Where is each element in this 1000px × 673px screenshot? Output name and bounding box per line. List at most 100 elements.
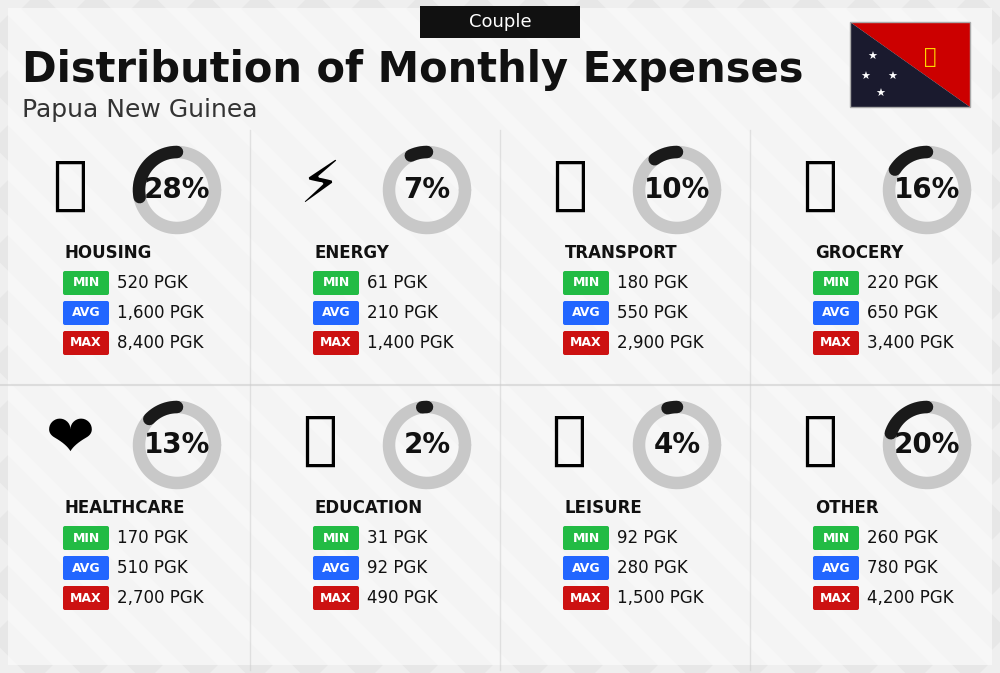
- FancyBboxPatch shape: [313, 271, 359, 295]
- Text: 13%: 13%: [144, 431, 210, 459]
- Text: 🛍️: 🛍️: [552, 411, 588, 468]
- Text: MIN: MIN: [72, 277, 100, 289]
- Text: MAX: MAX: [320, 592, 352, 604]
- FancyBboxPatch shape: [813, 331, 859, 355]
- Text: LEISURE: LEISURE: [565, 499, 643, 517]
- Polygon shape: [850, 22, 970, 107]
- Text: 92 PGK: 92 PGK: [367, 559, 427, 577]
- Text: ❤️: ❤️: [46, 411, 94, 468]
- Text: AVG: AVG: [322, 306, 350, 320]
- Text: 550 PGK: 550 PGK: [617, 304, 688, 322]
- Text: 92 PGK: 92 PGK: [617, 529, 677, 547]
- Text: 1,400 PGK: 1,400 PGK: [367, 334, 454, 352]
- Text: AVG: AVG: [322, 561, 350, 575]
- Text: AVG: AVG: [572, 561, 600, 575]
- Text: 1,600 PGK: 1,600 PGK: [117, 304, 204, 322]
- Text: 🛒: 🛒: [802, 157, 838, 213]
- Text: MAX: MAX: [70, 336, 102, 349]
- Text: 520 PGK: 520 PGK: [117, 274, 188, 292]
- FancyBboxPatch shape: [813, 301, 859, 325]
- Text: 2,900 PGK: 2,900 PGK: [617, 334, 704, 352]
- FancyBboxPatch shape: [313, 331, 359, 355]
- Text: HEALTHCARE: HEALTHCARE: [65, 499, 186, 517]
- FancyBboxPatch shape: [8, 8, 992, 665]
- Text: 61 PGK: 61 PGK: [367, 274, 427, 292]
- Text: AVG: AVG: [822, 561, 850, 575]
- FancyBboxPatch shape: [563, 586, 609, 610]
- FancyBboxPatch shape: [63, 301, 109, 325]
- FancyBboxPatch shape: [563, 526, 609, 550]
- Text: Couple: Couple: [469, 13, 531, 31]
- Text: Distribution of Monthly Expenses: Distribution of Monthly Expenses: [22, 49, 804, 91]
- Text: 28%: 28%: [144, 176, 210, 204]
- FancyBboxPatch shape: [63, 526, 109, 550]
- Text: 🏢: 🏢: [52, 157, 88, 213]
- Text: MIN: MIN: [572, 277, 600, 289]
- FancyBboxPatch shape: [563, 271, 609, 295]
- Text: GROCERY: GROCERY: [815, 244, 903, 262]
- Text: 210 PGK: 210 PGK: [367, 304, 438, 322]
- FancyBboxPatch shape: [63, 586, 109, 610]
- Text: 7%: 7%: [403, 176, 451, 204]
- Text: 8,400 PGK: 8,400 PGK: [117, 334, 204, 352]
- Text: 4%: 4%: [653, 431, 701, 459]
- Text: AVG: AVG: [72, 561, 100, 575]
- Text: MIN: MIN: [572, 532, 600, 544]
- Text: 2,700 PGK: 2,700 PGK: [117, 589, 204, 607]
- Text: ★: ★: [887, 72, 897, 82]
- Text: 🚌: 🚌: [552, 157, 588, 213]
- FancyBboxPatch shape: [63, 331, 109, 355]
- Text: TRANSPORT: TRANSPORT: [565, 244, 678, 262]
- Text: 🦅: 🦅: [924, 47, 936, 67]
- Text: 🎓: 🎓: [302, 411, 338, 468]
- Text: AVG: AVG: [572, 306, 600, 320]
- Text: 280 PGK: 280 PGK: [617, 559, 688, 577]
- Text: HOUSING: HOUSING: [65, 244, 152, 262]
- Text: 👜: 👜: [802, 411, 838, 468]
- FancyBboxPatch shape: [313, 556, 359, 580]
- Text: OTHER: OTHER: [815, 499, 879, 517]
- Text: AVG: AVG: [72, 306, 100, 320]
- Text: MAX: MAX: [320, 336, 352, 349]
- FancyBboxPatch shape: [813, 556, 859, 580]
- Text: 3,400 PGK: 3,400 PGK: [867, 334, 954, 352]
- Text: 20%: 20%: [894, 431, 960, 459]
- Text: 780 PGK: 780 PGK: [867, 559, 938, 577]
- Text: MAX: MAX: [820, 592, 852, 604]
- Text: 650 PGK: 650 PGK: [867, 304, 938, 322]
- Text: 170 PGK: 170 PGK: [117, 529, 188, 547]
- Text: 10%: 10%: [644, 176, 710, 204]
- Text: ENERGY: ENERGY: [315, 244, 390, 262]
- Text: MIN: MIN: [822, 277, 850, 289]
- Text: MAX: MAX: [70, 592, 102, 604]
- FancyBboxPatch shape: [313, 301, 359, 325]
- FancyBboxPatch shape: [313, 586, 359, 610]
- Text: 16%: 16%: [894, 176, 960, 204]
- Text: ⚡: ⚡: [300, 157, 340, 213]
- Text: ★: ★: [875, 89, 885, 99]
- FancyBboxPatch shape: [813, 271, 859, 295]
- Text: MAX: MAX: [570, 336, 602, 349]
- Text: ★: ★: [860, 72, 870, 82]
- Text: 2%: 2%: [403, 431, 451, 459]
- Text: 31 PGK: 31 PGK: [367, 529, 427, 547]
- Text: MIN: MIN: [322, 277, 350, 289]
- FancyBboxPatch shape: [313, 526, 359, 550]
- Text: 180 PGK: 180 PGK: [617, 274, 688, 292]
- Text: AVG: AVG: [822, 306, 850, 320]
- Text: MAX: MAX: [570, 592, 602, 604]
- FancyBboxPatch shape: [63, 556, 109, 580]
- Text: 260 PGK: 260 PGK: [867, 529, 938, 547]
- Text: 490 PGK: 490 PGK: [367, 589, 438, 607]
- Text: MIN: MIN: [72, 532, 100, 544]
- Text: MIN: MIN: [822, 532, 850, 544]
- Text: Papua New Guinea: Papua New Guinea: [22, 98, 258, 122]
- Text: 1,500 PGK: 1,500 PGK: [617, 589, 704, 607]
- Text: MIN: MIN: [322, 532, 350, 544]
- FancyBboxPatch shape: [420, 6, 580, 38]
- FancyBboxPatch shape: [813, 526, 859, 550]
- FancyBboxPatch shape: [813, 586, 859, 610]
- Polygon shape: [850, 22, 970, 107]
- Text: 510 PGK: 510 PGK: [117, 559, 188, 577]
- Text: ★: ★: [867, 52, 877, 62]
